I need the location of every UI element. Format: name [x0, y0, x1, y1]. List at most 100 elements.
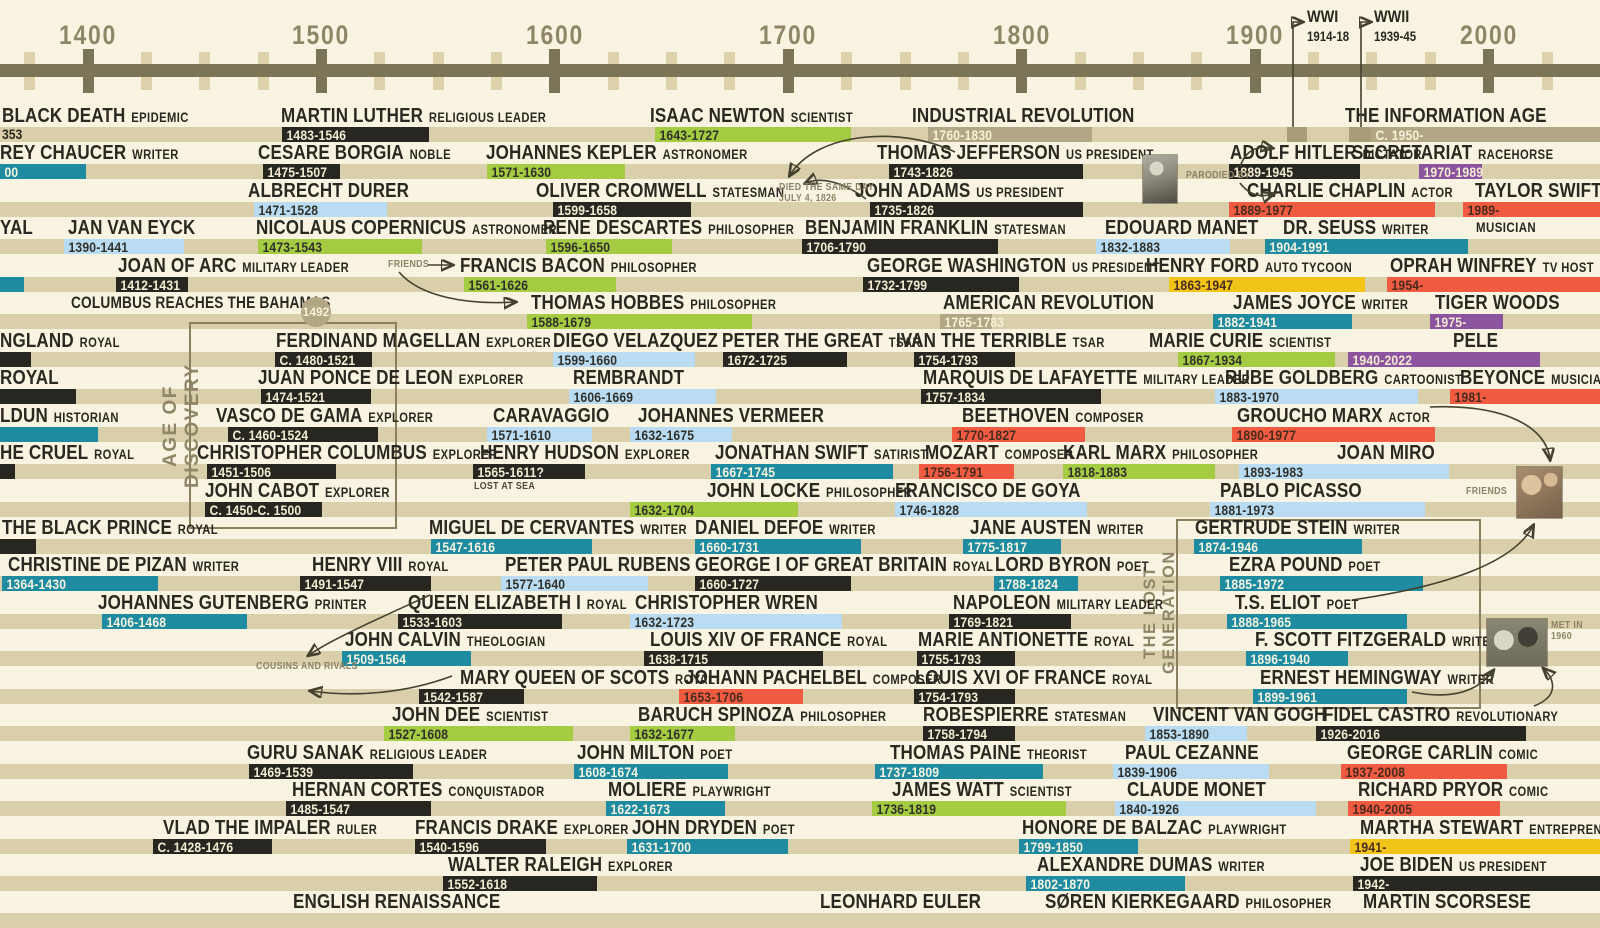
bar-royal	[0, 389, 76, 405]
wwi-dates: 1914-18	[1307, 29, 1350, 44]
dates-gertrude-stein: 1874-1946	[1198, 539, 1259, 555]
descriptor-george-washington: US PRESIDENT	[1071, 259, 1160, 275]
name-ldun: LDUN	[0, 403, 48, 427]
dates-rene-descartes: 1596-1650	[550, 240, 611, 256]
dates-dr-seuss: 1904-1991	[1269, 240, 1330, 256]
dates-f-scott-fitzgerald: 1896-1940	[1250, 652, 1311, 668]
century-tick	[82, 49, 94, 93]
bar-secretariat: 1970-1989	[1419, 164, 1483, 180]
descriptor-john-adams: US PRESIDENT	[976, 184, 1065, 200]
bar-gertrude-stein: 1874-1946	[1194, 538, 1362, 555]
descriptor-moliere: PLAYWRIGHT	[692, 784, 771, 800]
year-label: 2000	[1459, 20, 1518, 50]
bar-baruch-spinoza: 1632-1677	[630, 726, 735, 742]
entry-john-dryden: JOHN DRYDEN POET	[632, 817, 795, 840]
entry-ngland: NGLAND ROYAL	[0, 330, 120, 353]
dates-thomas-hobbes: 1588-1679	[531, 315, 592, 331]
name-guru-sanak: GURU SANAK	[247, 740, 364, 764]
descriptor-rey-chaucer: WRITER	[132, 147, 179, 163]
annotation-parodied-by: PARODIED BY	[1186, 170, 1251, 181]
descriptor-louis-xvi-of-france: ROYAL	[1112, 671, 1153, 687]
descriptor-ivan-the-terrible: TSAR	[1072, 334, 1105, 350]
bar-francisco-de-goya: 1746-1828	[895, 501, 1087, 518]
name-rube-goldberg: RUBE GOLDBERG	[1225, 366, 1379, 390]
dates-walter-raleigh: 1552-1618	[447, 877, 508, 892]
bar-tiger-woods: 1975-	[1430, 314, 1503, 330]
bar-marquis-de-lafayette: 1757-1834	[921, 389, 1101, 405]
dates-henry-ford: 1863-1947	[1173, 277, 1234, 293]
name-charlie-chaplin: CHARLIE CHAPLIN	[1247, 178, 1406, 202]
name-ernest-hemingway: ERNEST HEMINGWAY	[1260, 665, 1442, 689]
entry-lord-byron: LORD BYRON POET	[995, 555, 1149, 577]
name-black-death: BLACK DEATH	[2, 104, 126, 127]
dates-ernest-hemingway: 1899-1961	[1257, 689, 1318, 705]
descriptor-vlad-the-impaler: RULER	[336, 821, 378, 837]
name-the-information-age: THE INFORMATION AGE	[1345, 104, 1547, 127]
descriptor-george-carlin: COMIC	[1498, 746, 1539, 762]
dates-louis-xiv-of-france: 1638-1715	[648, 652, 709, 668]
descriptor-s-ren-kierkegaard: PHILOSOPHER	[1245, 896, 1332, 912]
entry-francisco-de-goya: FRANCISCO DE GOYA	[895, 480, 1081, 503]
row-band	[0, 426, 1600, 442]
entry-edouard-manet: EDOUARD MANET	[1105, 218, 1258, 240]
entry-miguel-de-cervantes: MIGUEL DE CERVANTES WRITER	[429, 517, 687, 540]
descriptor-benjamin-franklin: STATESMAN	[994, 222, 1066, 238]
row-band	[0, 913, 1600, 928]
entry-jan-van-eyck: JAN VAN EYCK	[68, 218, 195, 240]
entry-tiger-woods: TIGER WOODS	[1435, 293, 1560, 315]
bar-caravaggio: 1571-1610	[487, 426, 592, 443]
entry-ivan-the-terrible: IVAN THE TERRIBLE TSAR	[896, 330, 1105, 353]
entry-john-locke: JOHN LOCKE PHILOSOPHER	[707, 480, 912, 503]
year-label: 1900	[1226, 20, 1285, 50]
bar-taylor-swift: 1989-	[1463, 201, 1600, 218]
bar-joe-biden: 1942-	[1353, 876, 1600, 892]
entry-rube-goldberg: RUBE GOLDBERG CARTOONIST	[1225, 366, 1462, 390]
entry-francis-bacon: FRANCIS BACON PHILOSOPHER	[460, 255, 697, 278]
entry-dr-seuss: DR. SEUSS WRITER	[1283, 218, 1429, 240]
entry-louis-xvi-of-france: LOUIS XVI OF FRANCE ROYAL	[915, 667, 1153, 690]
dates-francisco-de-goya: 1746-1828	[899, 502, 960, 518]
bar-oprah-winfrey: 1954-	[1387, 276, 1600, 293]
bar-vlad-the-impaler: C. 1428-1476	[153, 838, 272, 855]
entry-leonhard-euler: LEONHARD EULER	[820, 892, 981, 914]
row-band	[0, 201, 1600, 217]
bar-johannes-kepler: 1571-1630	[487, 164, 625, 180]
bar-albrecht-durer: 1471-1528	[254, 201, 387, 218]
chaplin-great-dictator-photo	[1143, 155, 1177, 203]
descriptor-jonathan-swift: SATIRIST	[874, 447, 928, 463]
descriptor-joe-biden: US PRESIDENT	[1459, 859, 1547, 874]
entry-peter-paul-rubens: PETER PAUL RUBENS	[505, 555, 691, 577]
dates-christopher-wren: 1632-1723	[634, 614, 695, 630]
entry-jane-austen: JANE AUSTEN WRITER	[970, 517, 1144, 540]
dates-james-watt: 1736-1819	[876, 802, 937, 818]
wwii-label: WWII	[1374, 7, 1410, 26]
dates-daniel-defoe: 1660-1731	[699, 539, 760, 555]
name-johannes-vermeer: JOHANNES VERMEER	[638, 403, 825, 427]
dates-juan-ponce-de-leon: 1474-1521	[265, 390, 326, 406]
name-daniel-defoe: DANIEL DEFOE	[695, 515, 824, 539]
dates-vasco-de-gama: C. 1460-1524	[232, 427, 309, 443]
name-mary-queen-of-scots: MARY QUEEN OF SCOTS	[460, 665, 670, 689]
hemingway-castro-photo	[1487, 619, 1547, 666]
bar-john-cabot: C. 1450-C. 1500	[205, 501, 322, 518]
descriptor-daniel-defoe: WRITER	[829, 521, 876, 537]
wwii-dates: 1939-45	[1374, 29, 1417, 44]
dates-alexandre-dumas: 1802-1870	[1030, 877, 1091, 892]
descriptor-thomas-jefferson: US PRESIDENT	[1066, 147, 1154, 163]
name-george-washington: GEORGE WASHINGTON	[867, 253, 1067, 277]
name-francis-drake: FRANCIS DRAKE	[415, 815, 559, 839]
entry-beethoven: BEETHOVEN COMPOSER	[962, 405, 1144, 428]
name-he-cruel: HE CRUEL	[0, 441, 89, 465]
descriptor-marie-antionette: ROYAL	[1094, 634, 1135, 650]
descriptor-t-s-eliot: POET	[1326, 596, 1359, 612]
name-jan-van-eyck: JAN VAN EYCK	[68, 216, 196, 240]
dates-isaac-newton: 1643-1727	[659, 128, 720, 143]
name-johannes-gutenberg: JOHANNES GUTENBERG	[98, 590, 309, 614]
name-johann-pachelbel: JOHANN PACHELBEL	[685, 665, 867, 689]
bar-henry-hudson: 1565-1611?	[473, 464, 585, 480]
bar-christopher-wren: 1632-1723	[630, 613, 842, 630]
entry-johannes-vermeer: JOHANNES VERMEER	[638, 403, 825, 428]
dates-oliver-cromwell: 1599-1658	[557, 202, 618, 218]
entry-louis-xiv-of-france: LOUIS XIV OF FRANCE ROYAL	[650, 630, 887, 652]
name-marie-antionette: MARIE ANTIONETTE	[918, 628, 1089, 652]
